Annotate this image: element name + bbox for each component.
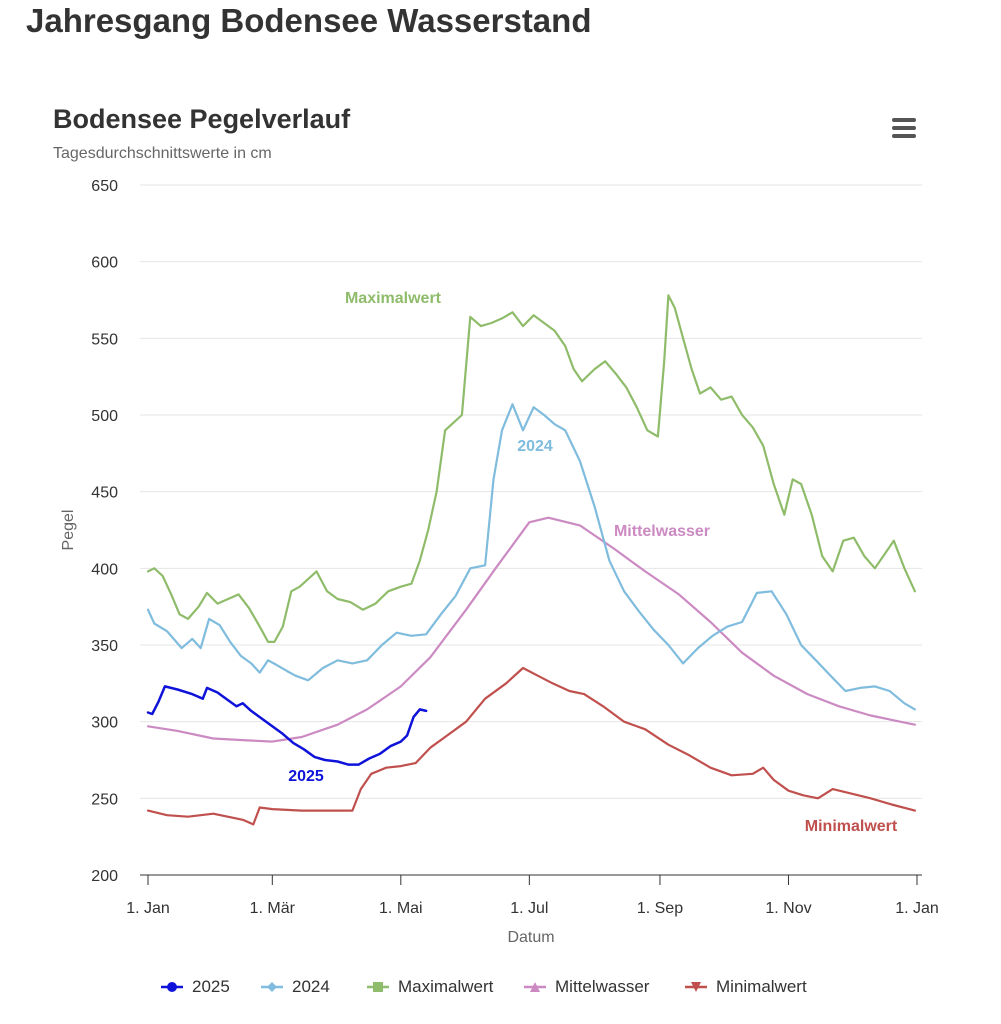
line-chart: 200 250 300 350 400 450 500 550 600 650 1. Jan 1. M… — [60, 178, 939, 946]
chart-legend: 2025 2024 Maximalwert Mittelwasser Minimalwe… — [0, 972, 1001, 1002]
y-tick-label: 600 — [91, 255, 118, 272]
legend-label: Minimalwert — [716, 977, 807, 996]
y-tick-label: 550 — [91, 331, 118, 348]
x-tick-label: 1. Nov — [765, 900, 811, 917]
legend-item-minimalwert[interactable]: Minimalwert — [684, 972, 807, 1002]
series-line-maximalwert[interactable] — [146, 294, 916, 643]
series-data-label: Mittelwasser — [614, 523, 710, 540]
y-axis-title: Pegel — [60, 510, 77, 551]
page-title: Jahresgang Bodensee Wasserstand — [26, 2, 592, 39]
legend-symbol-diamond-icon — [261, 982, 283, 992]
legend-item-2024[interactable]: 2024 — [260, 972, 330, 1002]
chart-subtitle: Tagesdurchschnittswerte in cm — [53, 145, 272, 162]
x-tick-label: 1. Mai — [379, 900, 423, 917]
x-tick-label: 1. Jul — [510, 900, 548, 917]
y-tick-label: 650 — [91, 178, 118, 195]
chart-title: Bodensee Pegelverlauf — [53, 104, 351, 134]
series-data-label: 2025 — [288, 768, 324, 785]
legend-item-maximalwert[interactable]: Maximalwert — [366, 972, 493, 1002]
series-data-label: Maximalwert — [345, 290, 442, 307]
series-data-label: 2024 — [517, 438, 553, 455]
x-tick-label: 1. Jan — [126, 900, 170, 917]
legend-symbol-circle-icon — [161, 982, 183, 992]
legend-label: 2024 — [292, 977, 330, 996]
legend-item-mittelwasser[interactable]: Mittelwasser — [523, 972, 649, 1002]
x-tick-label: 1. Sep — [637, 900, 683, 917]
legend-label: Maximalwert — [398, 977, 494, 996]
y-tick-label: 300 — [91, 715, 118, 732]
legend-label: 2025 — [192, 977, 230, 996]
x-tick-label: 1. Mär — [250, 900, 296, 917]
legend-symbol-triangle-icon — [524, 982, 546, 992]
legend-label: Mittelwasser — [555, 977, 650, 996]
y-tick-label: 200 — [91, 868, 118, 885]
x-tick-label: 1. Jan — [895, 900, 939, 917]
series-line-minimalwert[interactable] — [146, 666, 916, 826]
x-axis-title: Datum — [507, 929, 554, 946]
legend-item-2025[interactable]: 2025 — [160, 972, 230, 1002]
legend-symbol-triangle-down-icon — [685, 982, 707, 992]
y-tick-label: 500 — [91, 408, 118, 425]
y-tick-label: 350 — [91, 638, 118, 655]
y-tick-label: 250 — [91, 791, 118, 808]
series-line-mittelwasser[interactable] — [146, 516, 916, 743]
series-line-2024[interactable] — [146, 403, 916, 711]
legend-symbol-square-icon — [367, 982, 389, 992]
y-tick-label: 450 — [91, 485, 118, 502]
y-tick-label: 400 — [91, 561, 118, 578]
hamburger-menu-icon[interactable] — [889, 118, 919, 144]
series-data-label: Minimalwert — [805, 818, 898, 835]
series-line-2025[interactable] — [146, 685, 428, 766]
